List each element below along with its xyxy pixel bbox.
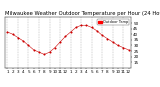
Legend: Outdoor Temp: Outdoor Temp <box>97 19 129 25</box>
Text: Milwaukee Weather Outdoor Temperature per Hour (24 Hours): Milwaukee Weather Outdoor Temperature pe… <box>5 11 160 16</box>
